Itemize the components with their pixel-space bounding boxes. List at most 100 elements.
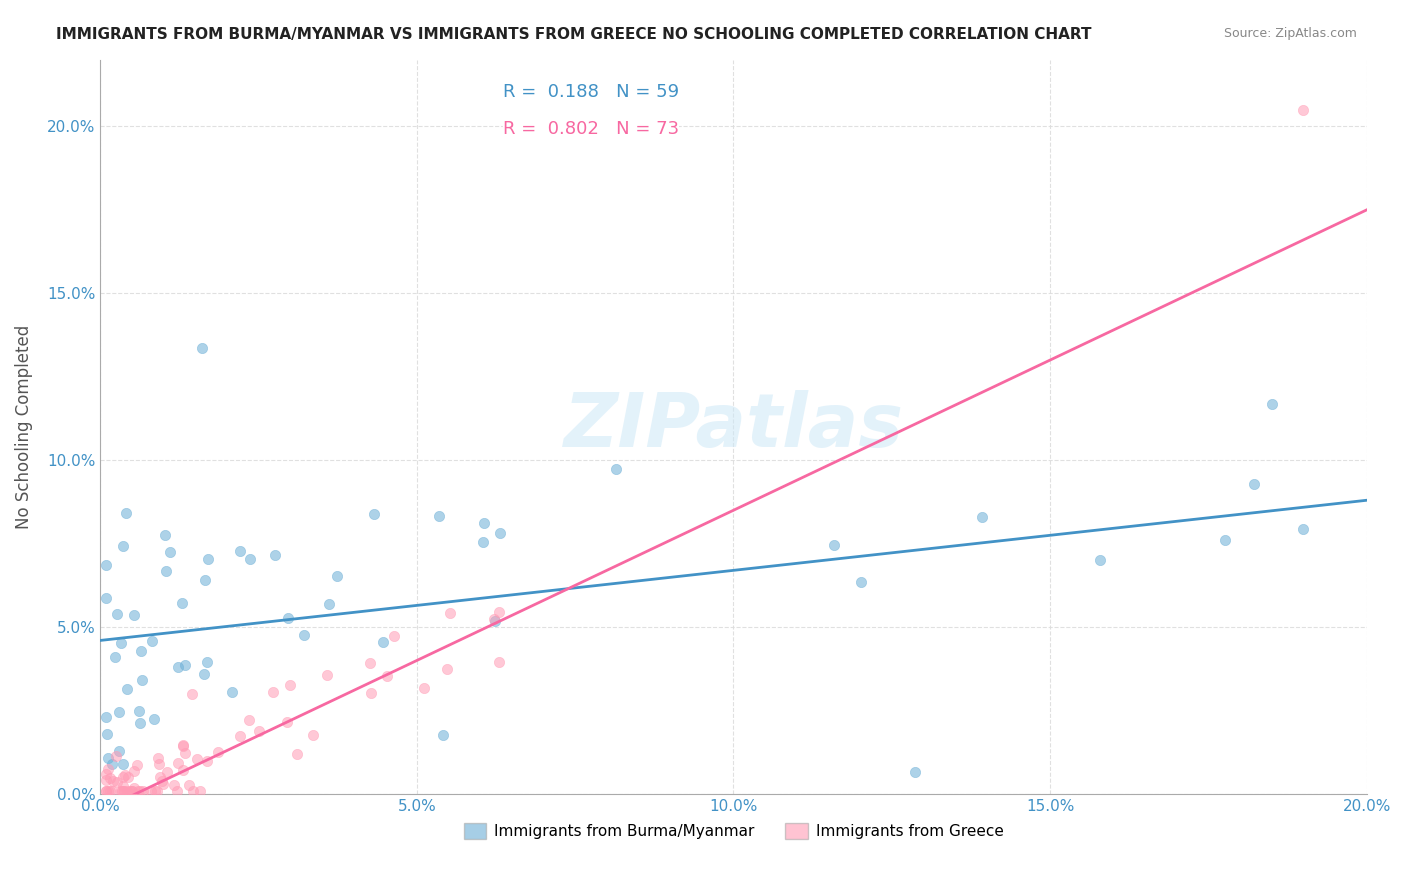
Point — [127, 783, 149, 797]
Text: IMMIGRANTS FROM BURMA/MYANMAR VS IMMIGRANTS FROM GREECE NO SCHOOLING COMPLETED C: IMMIGRANTS FROM BURMA/MYANMAR VS IMMIGRA… — [56, 27, 1091, 42]
Point — [142, 712, 165, 726]
Point — [127, 758, 149, 772]
Point — [96, 767, 118, 781]
Point — [108, 744, 131, 758]
Point — [375, 668, 398, 682]
Point — [139, 783, 162, 797]
Y-axis label: No Schooling Completed: No Schooling Completed — [15, 325, 32, 529]
Text: R =  0.802   N = 73: R = 0.802 N = 73 — [503, 120, 679, 137]
Point — [1292, 103, 1315, 117]
Point — [605, 462, 627, 476]
Point — [247, 723, 270, 738]
Point — [195, 655, 218, 669]
Point — [439, 606, 461, 620]
Point — [97, 751, 120, 765]
Point — [104, 749, 127, 764]
Point — [124, 764, 146, 778]
Point — [118, 783, 141, 797]
Point — [1243, 477, 1265, 491]
Point — [96, 783, 118, 797]
Point — [172, 596, 194, 610]
Point — [166, 756, 188, 770]
Point — [128, 704, 150, 718]
Point — [101, 783, 124, 797]
Text: R =  0.188   N = 59: R = 0.188 N = 59 — [503, 83, 679, 101]
Point — [172, 738, 194, 752]
Point — [96, 772, 118, 787]
Point — [115, 783, 138, 797]
Point — [474, 516, 496, 530]
Text: Source: ZipAtlas.com: Source: ZipAtlas.com — [1223, 27, 1357, 40]
Point — [221, 685, 243, 699]
Point — [278, 678, 301, 692]
Point — [488, 605, 510, 619]
Point — [122, 608, 145, 623]
Point — [111, 756, 134, 771]
Point — [149, 771, 172, 785]
Point — [292, 628, 315, 642]
Point — [302, 728, 325, 742]
Point — [112, 783, 135, 797]
Point — [159, 544, 181, 558]
Point — [229, 544, 252, 558]
Point — [131, 643, 153, 657]
Point — [972, 509, 994, 524]
Point — [174, 658, 197, 673]
Point — [1261, 397, 1284, 411]
Text: ZIPatlas: ZIPatlas — [564, 391, 904, 463]
Point — [101, 774, 124, 789]
Point — [432, 728, 454, 742]
Point — [197, 754, 219, 768]
Point — [1088, 553, 1111, 567]
Point — [276, 714, 298, 729]
Point — [360, 686, 382, 700]
Point — [131, 673, 153, 688]
Point — [363, 507, 385, 521]
Point — [114, 768, 136, 782]
Point — [177, 778, 200, 792]
Point — [316, 667, 339, 681]
Point — [101, 756, 124, 771]
Point — [97, 783, 120, 797]
Point — [488, 655, 510, 669]
Point — [145, 783, 167, 797]
Point — [155, 564, 177, 578]
Point — [105, 775, 128, 789]
Point — [117, 682, 139, 697]
Point — [172, 739, 194, 753]
Point — [1213, 533, 1236, 548]
Point — [117, 770, 139, 784]
Point — [382, 629, 405, 643]
Point — [181, 687, 204, 701]
Point — [97, 762, 120, 776]
Point — [238, 714, 260, 728]
Point — [482, 612, 505, 626]
Point — [110, 783, 132, 797]
Point — [359, 656, 381, 670]
Point — [193, 666, 215, 681]
Point — [326, 569, 349, 583]
Point — [207, 745, 229, 759]
Point — [128, 715, 150, 730]
Point — [371, 635, 394, 649]
Point — [105, 607, 128, 621]
Point — [318, 597, 340, 611]
Point — [262, 685, 284, 699]
Point — [427, 508, 450, 523]
Point — [488, 526, 510, 541]
Point — [148, 756, 170, 771]
Point — [188, 783, 211, 797]
Point — [114, 506, 136, 520]
Point — [129, 783, 152, 797]
Legend: Immigrants from Burma/Myanmar, Immigrants from Greece: Immigrants from Burma/Myanmar, Immigrant… — [457, 817, 1010, 845]
Point — [191, 341, 214, 355]
Point — [111, 770, 134, 784]
Point — [110, 636, 132, 650]
Point — [167, 660, 190, 674]
Point — [484, 614, 506, 628]
Point — [111, 779, 134, 793]
Point — [141, 634, 163, 648]
Point — [285, 747, 308, 761]
Point — [145, 783, 167, 797]
Point — [152, 777, 174, 791]
